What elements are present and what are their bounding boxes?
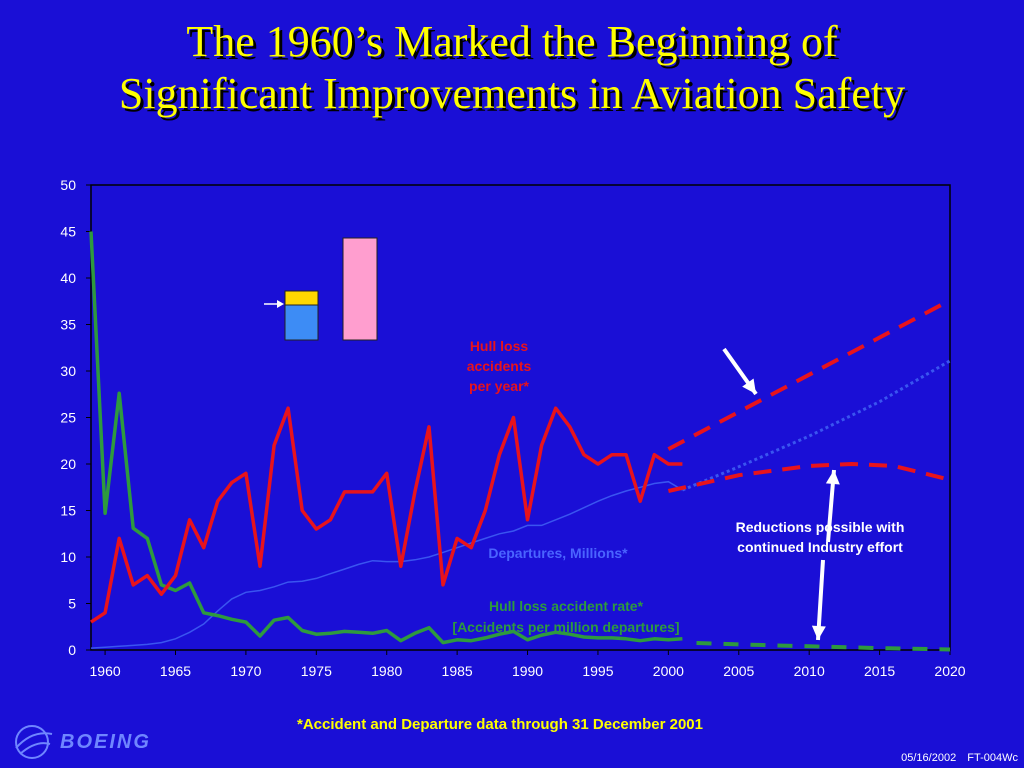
arrow-to-current-projection-icon <box>722 347 758 396</box>
hull-loss-accidents-label: Hull loss <box>470 338 529 354</box>
small-arrow-icon <box>264 300 284 308</box>
boeing-logo: BOEING <box>15 725 151 759</box>
x-tick-label: 2000 <box>653 663 684 679</box>
slide-id: 05/16/2002 FT-004Wc <box>893 752 1018 764</box>
y-tick-label: 0 <box>68 642 76 658</box>
y-tick-label: 15 <box>60 503 76 519</box>
accident-rate-line <box>89 231 683 645</box>
x-tick-label: 1975 <box>301 663 332 679</box>
accident-rate-label: [Accidents per million departures] <box>452 619 679 635</box>
small-box-blue <box>284 304 319 341</box>
hull-loss-accidents-label: per year* <box>469 378 529 394</box>
y-tick-label: 5 <box>68 596 76 612</box>
y-tick-label: 25 <box>60 410 76 426</box>
y-tick-label: 35 <box>60 317 76 333</box>
hull-loss-projection-reduced-rate <box>667 461 951 493</box>
tall-box-pink <box>342 237 378 341</box>
boeing-logo-text: BOEING <box>60 731 151 753</box>
y-tick-label: 40 <box>60 270 76 286</box>
arrow-to-reduced-projection-icon-head <box>825 470 840 485</box>
hull-loss-accidents-line <box>90 406 683 624</box>
title-line-2: Significant Improvements in Aviation Saf… <box>118 69 906 118</box>
small-box-yellow <box>284 290 319 306</box>
x-tick-label: 2005 <box>723 663 754 679</box>
slide-title: The 1960’s Marked the Beginning of Signi… <box>0 16 1024 120</box>
reductions-label-line-1: Reductions possible with <box>736 519 905 535</box>
x-tick-label: 2010 <box>794 663 825 679</box>
arrow-to-current-projection-icon-head <box>742 378 756 394</box>
slide-date: 05/16/2002 <box>901 752 957 764</box>
x-tick-label: 1990 <box>512 663 543 679</box>
reductions-label-line-2: continued Industry effort <box>737 539 903 555</box>
departures-label: Departures, Millions* <box>488 545 628 561</box>
departures-line <box>90 480 683 649</box>
x-tick-label: 1970 <box>230 663 261 679</box>
x-tick-label: 1995 <box>582 663 613 679</box>
y-tick-label: 20 <box>60 456 76 472</box>
arrow-to-reduced-projection-icon <box>825 469 840 543</box>
footnote: *Accident and Departure data through 31 … <box>297 716 703 733</box>
boeing-globe-icon <box>15 725 53 759</box>
x-tick-label: 1980 <box>371 663 402 679</box>
y-tick-label: 45 <box>60 224 76 240</box>
y-tick-label: 30 <box>60 363 76 379</box>
x-tick-label: 1965 <box>160 663 191 679</box>
slide-code: FT-004Wc <box>967 752 1018 764</box>
hull-loss-accidents-label: accidents <box>467 358 532 374</box>
accident-rate-label: Hull loss accident rate* <box>489 598 644 614</box>
x-tick-label: 1960 <box>90 663 121 679</box>
y-tick-label: 10 <box>60 549 76 565</box>
accident-rate-projection-line <box>696 641 951 652</box>
y-tick-label: 50 <box>60 177 76 193</box>
arrow-to-rate-projection-icon-head <box>811 625 826 640</box>
x-tick-label: 2015 <box>864 663 895 679</box>
arrow-to-rate-projection-icon <box>811 559 826 641</box>
small-arrow-head <box>277 300 284 308</box>
title-line-1: The 1960’s Marked the Beginning of <box>186 17 838 66</box>
hull-loss-projection-current-rate <box>667 298 951 451</box>
x-tick-label: 2020 <box>934 663 965 679</box>
x-tick-label: 1985 <box>442 663 473 679</box>
